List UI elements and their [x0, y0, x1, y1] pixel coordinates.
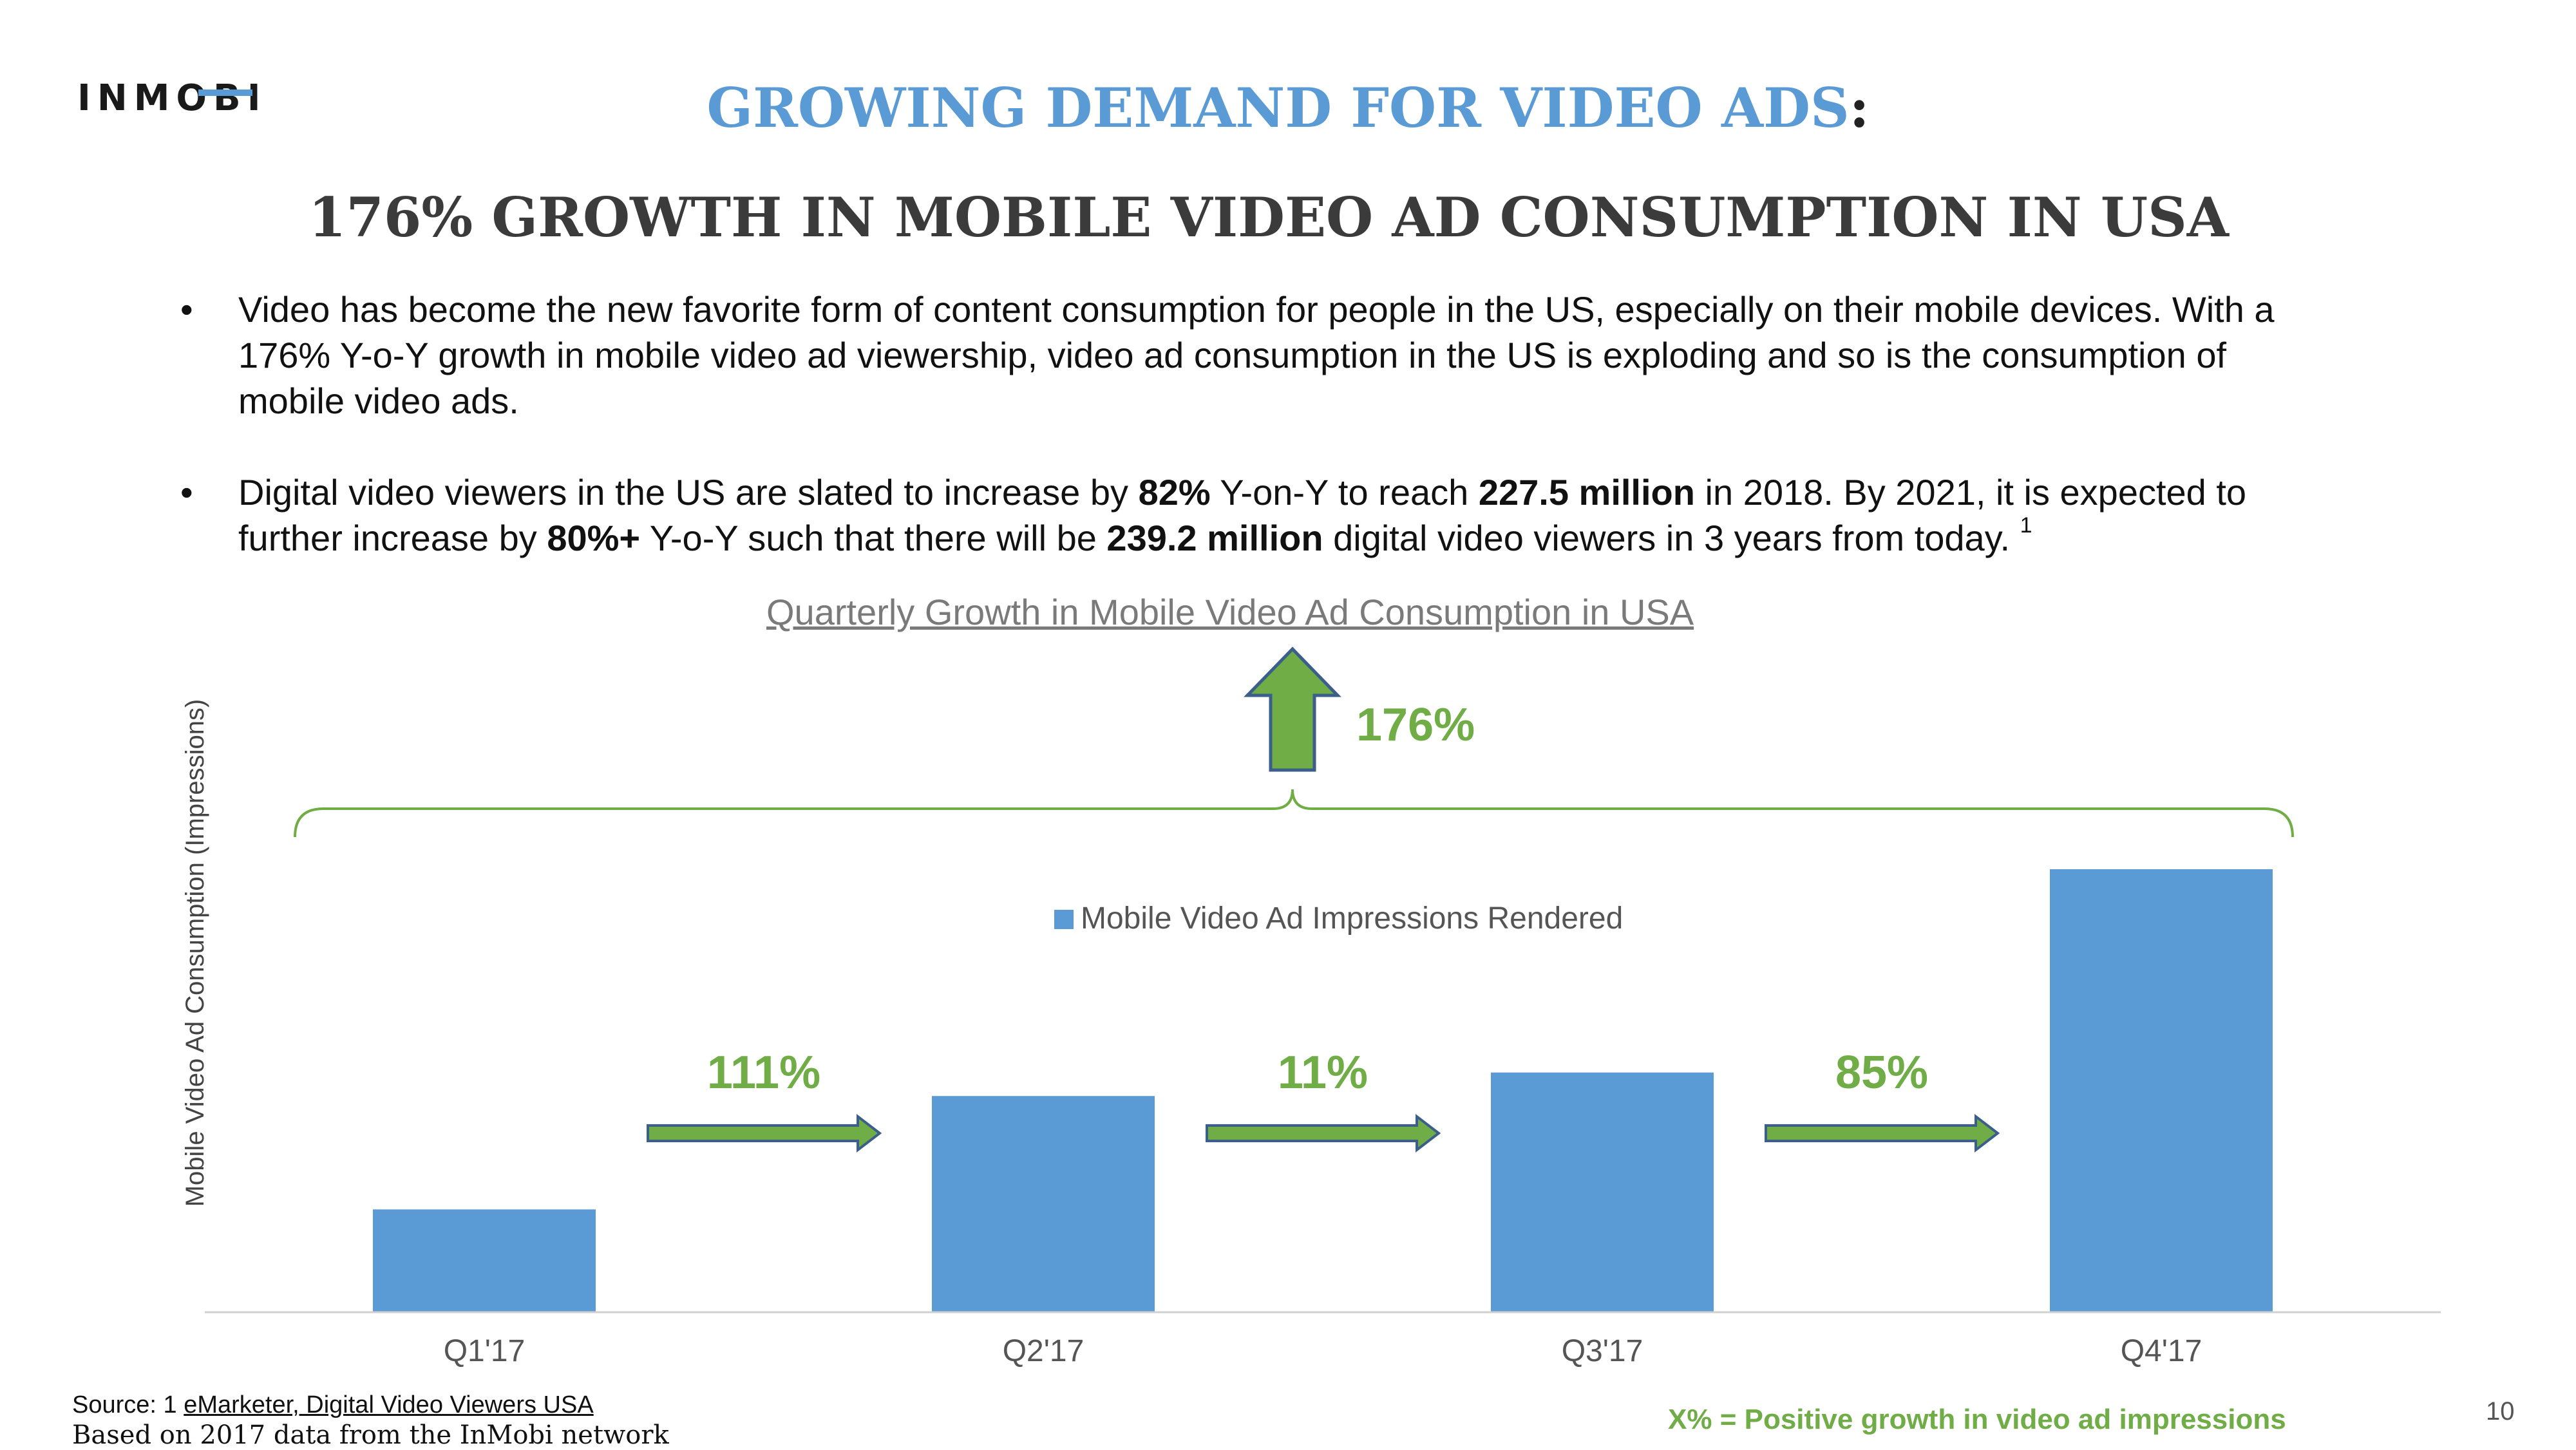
bar-Q417	[2050, 869, 2273, 1312]
bullet-item-1: • Video has become the new favorite form…	[180, 287, 2338, 424]
growth-label: 85%	[1835, 1047, 1928, 1098]
bullet-item-2: • Digital video viewers in the US are sl…	[180, 469, 2338, 561]
data-note: Based on 2017 data from the InMobi netwo…	[72, 1420, 669, 1450]
bullet-text: Video has become the new favorite form o…	[238, 289, 2275, 421]
bullet-text: digital video viewers in 3 years from to…	[1323, 518, 2020, 558]
page-title: GROWING DEMAND FOR VIDEO ADS:	[0, 76, 2576, 140]
bullet-bold: 239.2 million	[1106, 518, 1323, 558]
bullet-bold: 82%	[1138, 472, 1211, 513]
growth-label: 11%	[1278, 1047, 1368, 1098]
page-subtitle: 176% GROWTH IN MOBILE VIDEO AD CONSUMPTI…	[308, 185, 2229, 249]
growth-legend-note: X% = Positive growth in video ad impress…	[1668, 1404, 2286, 1435]
legend-swatch	[1054, 910, 1074, 929]
logo-text: INMOBI	[77, 77, 267, 119]
bullet-dot: •	[180, 289, 193, 330]
legend-label: Mobile Video Ad Impressions Rendered	[1081, 901, 1623, 936]
bar-Q217	[932, 1096, 1155, 1312]
page-number: 10	[2486, 1397, 2515, 1426]
bar-Q117	[373, 1209, 596, 1312]
bar-Q317	[1491, 1072, 1714, 1312]
page-title-colon: :	[1849, 76, 1870, 140]
growth-label: 111%	[707, 1047, 820, 1098]
source-link[interactable]: eMarketer, Digital Video Viewers USA	[184, 1391, 594, 1418]
bullet-list: • Video has become the new favorite form…	[180, 287, 2338, 607]
bullet-text: Digital video viewers in the US are slat…	[238, 472, 1139, 513]
x-tick-label: Q1'17	[444, 1334, 526, 1368]
bullet-text: Y-on-Y to reach	[1210, 472, 1479, 513]
x-tick-label: Q4'17	[2121, 1334, 2202, 1368]
bullet-text: in 2018. By 2021, it is expected to furt…	[238, 472, 2247, 558]
footnote-marker: 1	[2020, 513, 2032, 538]
x-tick-label: Q3'17	[1562, 1334, 1643, 1368]
overall-growth-arrow	[1244, 646, 1341, 772]
bullet-bold: 227.5 million	[1478, 472, 1695, 513]
x-tick-label: Q2'17	[1003, 1334, 1084, 1368]
bullet-bold: 80%+	[547, 518, 641, 558]
growth-arrow	[647, 1113, 882, 1153]
source-prefix: Source: 1	[72, 1391, 184, 1418]
inmobi-logo: INMOBI	[77, 77, 267, 119]
page-title-text: GROWING DEMAND FOR VIDEO ADS	[706, 76, 1850, 140]
chart-title: Quarterly Growth in Mobile Video Ad Cons…	[766, 592, 1694, 632]
bullet-text: Y-o-Y such that there will be	[640, 518, 1107, 558]
y-axis-label: Mobile Video Ad Consumption (Impressions…	[181, 699, 209, 1207]
source-citation: Source: 1 eMarketer, Digital Video Viewe…	[72, 1391, 594, 1419]
growth-arrow	[1206, 1113, 1441, 1153]
growth-arrow	[1765, 1113, 2000, 1153]
overall-growth-label: 176%	[1356, 699, 1475, 751]
overall-bracket	[294, 789, 2294, 838]
logo-accent-bar	[198, 89, 252, 96]
bullet-dot: •	[180, 472, 193, 513]
